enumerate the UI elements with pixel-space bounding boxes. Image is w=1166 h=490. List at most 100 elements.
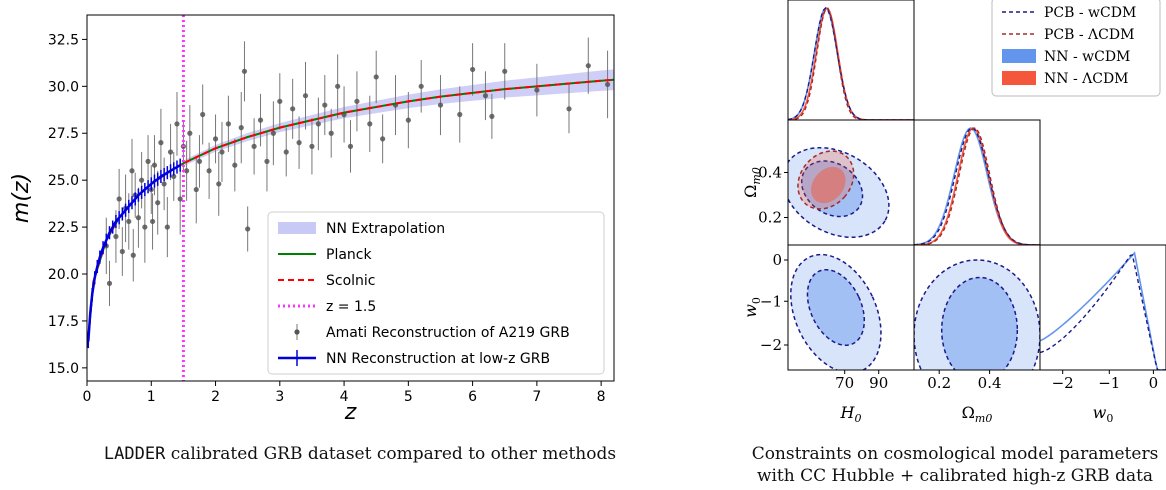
grb-marker: [335, 83, 341, 89]
legend-label: Scolnic: [326, 273, 376, 289]
grb-point: [335, 54, 341, 119]
contour: [797, 150, 855, 210]
grb-marker: [193, 186, 199, 193]
corner-x-label-w0: w0: [1093, 403, 1114, 425]
grb-marker: [116, 196, 122, 202]
marginal-curve: [788, 7, 914, 120]
grb-point: [566, 84, 572, 134]
grb-point: [534, 63, 540, 117]
marginal-curve: [914, 127, 1040, 245]
corner-panel: [913, 119, 1041, 246]
y-tick-label: 30.0: [48, 79, 79, 95]
grb-point: [216, 152, 222, 216]
corner-y-tick-label: 0.2: [758, 209, 782, 227]
grb-point: [130, 228, 136, 282]
grb-marker: [212, 136, 219, 142]
grb-marker: [296, 140, 302, 146]
x-tick-label: 3: [275, 389, 284, 405]
corner-y-tick-label: −2: [760, 336, 782, 354]
grb-point: [437, 75, 444, 136]
grb-point: [283, 127, 289, 177]
corner-panel: [787, 0, 915, 121]
grb-marker: [151, 162, 158, 168]
grb-marker: [347, 143, 354, 149]
grb-point: [270, 101, 276, 166]
grb-point: [418, 60, 424, 113]
grb-marker: [196, 158, 203, 164]
grb-point: [245, 206, 251, 252]
grb-marker: [113, 233, 119, 240]
corner-x-tick-label: 0.2: [927, 374, 951, 392]
grb-marker: [174, 121, 180, 127]
y-tick-label: 22.5: [48, 220, 79, 236]
grb-marker: [489, 113, 495, 119]
grb-marker: [245, 226, 251, 232]
y-axis-label: m(z): [9, 173, 34, 223]
corner-panel-content: [790, 253, 882, 370]
grb-marker: [457, 111, 463, 118]
grb-point: [322, 75, 328, 136]
grb-marker: [380, 136, 386, 142]
grb-marker: [418, 83, 424, 89]
corner-panel-content: [788, 6, 914, 120]
contour: [941, 277, 1018, 370]
marginal-curve: [914, 127, 1040, 245]
corner-legend-entry: PCB - wCDM: [1002, 5, 1136, 21]
grb-marker: [164, 224, 170, 230]
grb-marker: [502, 68, 508, 74]
grb-point: [149, 193, 156, 250]
legend-entry: Amati Reconstruction of A219 GRB: [294, 324, 570, 341]
grb-point: [277, 73, 283, 130]
x-tick-label: 6: [468, 389, 477, 405]
grb-marker: [604, 81, 611, 88]
grb-point: [296, 116, 302, 169]
corner-panel-frame: [913, 244, 1041, 371]
grb-point: [106, 260, 113, 306]
grb-point: [264, 131, 270, 192]
y-tick-label: 20.0: [48, 267, 79, 283]
grb-point: [193, 155, 199, 224]
grb-point: [196, 135, 203, 188]
grb-marker: [405, 117, 411, 123]
grb-marker: [257, 117, 264, 123]
grb-marker: [177, 196, 183, 202]
marginal-curve: [788, 7, 914, 120]
y-tick-label: 17.5: [48, 314, 79, 330]
marginal-curve: [788, 7, 914, 120]
nn-reconstruction: [87, 158, 181, 349]
corner-x-tick-label: 0.4: [978, 374, 1002, 392]
y-tick-label: 25.0: [48, 173, 79, 189]
marginal-curve: [1040, 254, 1166, 370]
y-tick-label: 27.5: [48, 126, 79, 142]
right-caption-line1: Constraints on cosmological model parame…: [751, 444, 1159, 464]
grb-point: [241, 41, 248, 102]
grb-marker: [130, 252, 136, 258]
legend-label: Amati Reconstruction of A219 GRB: [326, 325, 570, 341]
grb-point: [309, 118, 315, 175]
grb-marker: [161, 181, 167, 187]
corner-legend-entry: NN - ΛCDM: [1002, 71, 1129, 87]
grb-marker: [238, 125, 244, 131]
x-tick-label: 0: [83, 389, 92, 405]
grb-point: [174, 91, 180, 156]
grb-marker: [171, 173, 177, 180]
grb-marker: [155, 200, 161, 206]
grb-marker: [232, 162, 238, 168]
grb-point: [177, 163, 183, 235]
grb-point: [184, 140, 190, 201]
corner-legend-label: NN - wCDM: [1044, 49, 1130, 65]
grb-point: [251, 118, 257, 175]
x-tick-label: 4: [340, 389, 349, 405]
grb-marker: [470, 66, 476, 73]
nn-line: [87, 164, 181, 342]
corner-panel-content: [914, 127, 1040, 245]
grb-point: [489, 93, 495, 139]
grb-marker: [277, 98, 283, 104]
contour: [811, 166, 846, 204]
legend-label: z = 1.5: [326, 299, 376, 315]
grb-point: [142, 191, 148, 263]
corner-legend-label: PCB - ΛCDM: [1044, 27, 1134, 43]
grb-point: [225, 95, 231, 153]
plot-area: [87, 15, 614, 381]
grb-point: [290, 78, 296, 139]
